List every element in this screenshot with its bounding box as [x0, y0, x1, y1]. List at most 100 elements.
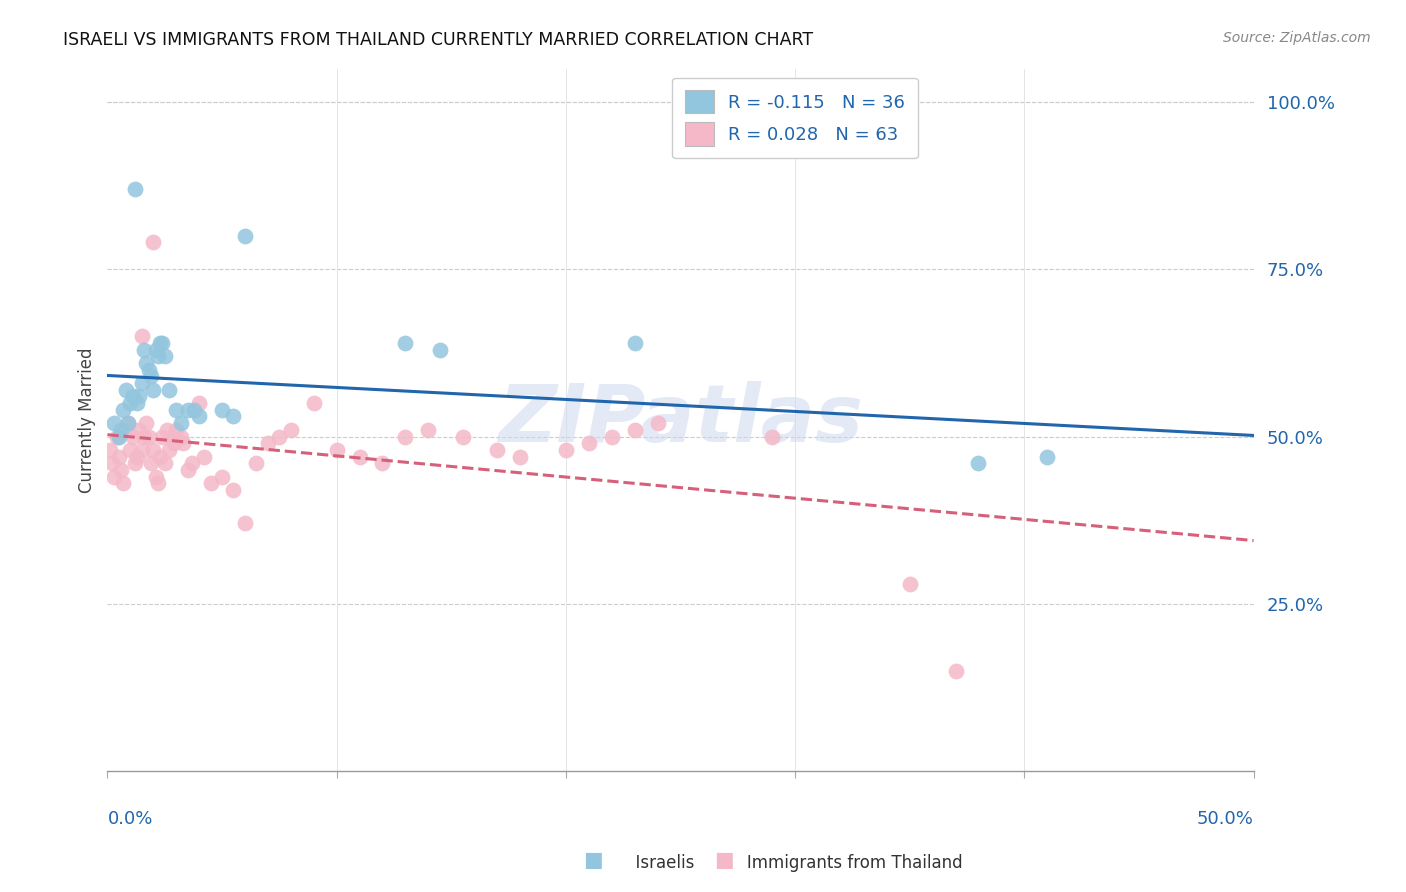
Point	[394, 335, 416, 350]
Point	[120, 442, 142, 457]
Point	[153, 349, 176, 363]
Point	[222, 409, 245, 424]
Point	[486, 442, 509, 457]
Point	[280, 423, 302, 437]
Point	[127, 450, 149, 464]
Point	[135, 356, 157, 370]
Point	[945, 664, 967, 678]
Point	[156, 423, 179, 437]
Point	[127, 396, 149, 410]
Point	[157, 442, 180, 457]
Point	[245, 456, 267, 470]
Point	[110, 423, 132, 437]
Point	[160, 429, 183, 443]
Text: 0.0%: 0.0%	[107, 810, 153, 828]
Point	[165, 402, 187, 417]
Point	[108, 429, 131, 443]
Point	[394, 429, 416, 443]
Point	[761, 429, 783, 443]
Point	[623, 335, 645, 350]
Point	[578, 436, 600, 450]
Point	[349, 450, 371, 464]
Text: Source: ZipAtlas.com: Source: ZipAtlas.com	[1223, 31, 1371, 45]
Point	[149, 450, 172, 464]
Point	[120, 396, 142, 410]
Point	[131, 329, 153, 343]
Point	[170, 429, 193, 443]
Point	[211, 402, 233, 417]
Point	[188, 409, 211, 424]
Point	[302, 396, 325, 410]
Point	[1036, 450, 1059, 464]
Point	[176, 402, 198, 417]
Point	[172, 436, 194, 450]
Point	[152, 335, 174, 350]
Point	[142, 442, 165, 457]
Point	[233, 228, 256, 243]
Point	[451, 429, 474, 443]
Point	[117, 416, 139, 430]
Point	[269, 429, 291, 443]
Point	[110, 463, 132, 477]
Point	[188, 396, 211, 410]
Point	[146, 349, 169, 363]
Point	[98, 442, 121, 457]
Point	[138, 362, 160, 376]
Point	[131, 442, 153, 457]
Text: ZIPatlas: ZIPatlas	[498, 381, 863, 458]
Point	[139, 456, 162, 470]
Point	[108, 450, 131, 464]
Point	[170, 416, 193, 430]
Point	[124, 456, 146, 470]
Point	[429, 343, 451, 357]
Point	[124, 182, 146, 196]
Point	[163, 436, 186, 450]
Point	[967, 456, 990, 470]
Text: 50.0%: 50.0%	[1197, 810, 1254, 828]
Point	[623, 423, 645, 437]
Point	[131, 376, 153, 390]
Point	[257, 436, 280, 450]
Point	[153, 456, 176, 470]
Text: Israelis          Immigrants from Thailand: Israelis Immigrants from Thailand	[583, 855, 963, 872]
Point	[193, 450, 215, 464]
Point	[121, 389, 143, 403]
Point	[132, 343, 155, 357]
Point	[176, 463, 198, 477]
Point	[139, 369, 162, 384]
Point	[103, 416, 125, 430]
Point	[211, 469, 233, 483]
Point	[554, 442, 576, 457]
Point	[117, 416, 139, 430]
Point	[142, 383, 165, 397]
Point	[371, 456, 394, 470]
Point	[112, 476, 135, 491]
Point	[157, 383, 180, 397]
Point	[152, 429, 174, 443]
Point	[647, 416, 669, 430]
Point	[600, 429, 623, 443]
Text: ■: ■	[714, 850, 734, 870]
Point	[135, 416, 157, 430]
Point	[121, 429, 143, 443]
Point	[132, 429, 155, 443]
Point	[183, 402, 205, 417]
Point	[128, 423, 150, 437]
Point	[103, 469, 125, 483]
Point	[146, 476, 169, 491]
Point	[222, 483, 245, 497]
Point	[128, 389, 150, 403]
Point	[145, 469, 167, 483]
Text: ISRAELI VS IMMIGRANTS FROM THAILAND CURRENTLY MARRIED CORRELATION CHART: ISRAELI VS IMMIGRANTS FROM THAILAND CURR…	[63, 31, 814, 49]
Point	[509, 450, 531, 464]
Point	[165, 423, 187, 437]
Point	[149, 335, 172, 350]
Point	[181, 456, 204, 470]
Point	[105, 429, 128, 443]
Point	[138, 429, 160, 443]
Point	[112, 402, 135, 417]
Point	[114, 423, 136, 437]
Point	[145, 343, 167, 357]
Legend: R = -0.115   N = 36, R = 0.028   N = 63: R = -0.115 N = 36, R = 0.028 N = 63	[672, 78, 918, 158]
Point	[101, 456, 124, 470]
